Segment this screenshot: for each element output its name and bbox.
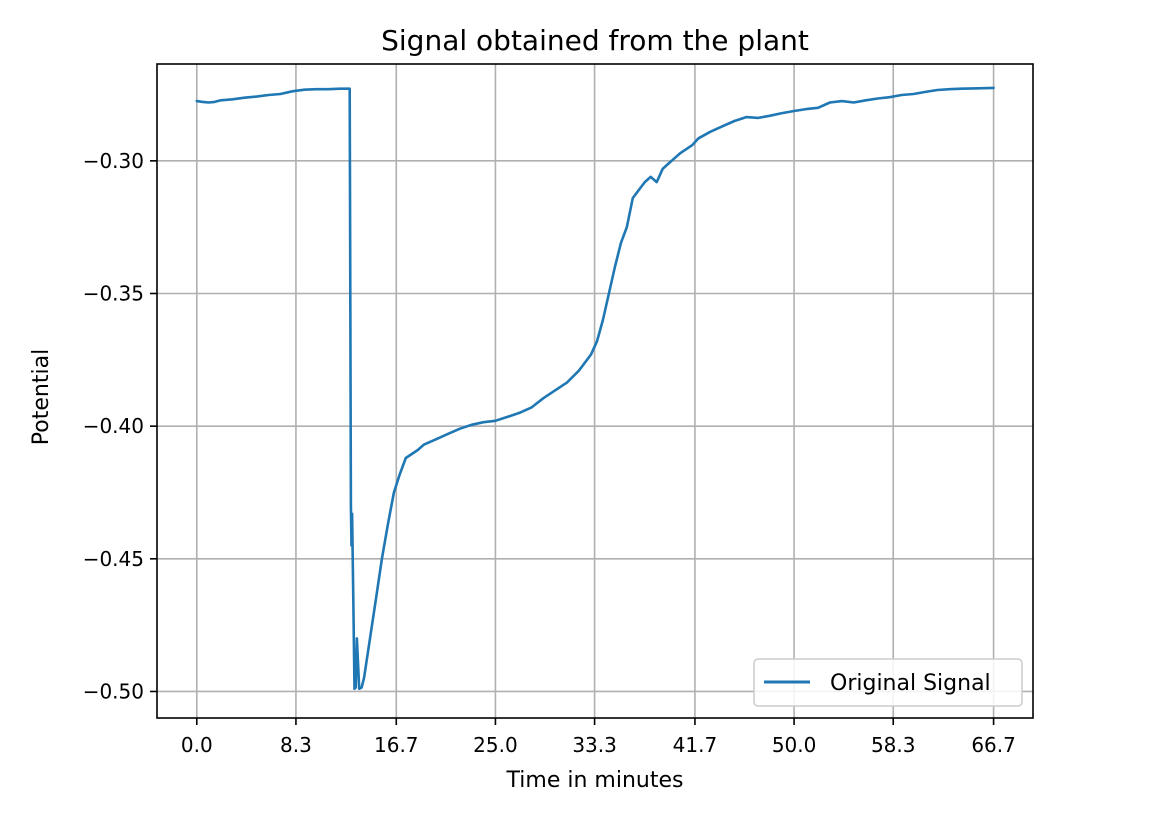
y-tick-label: −0.40 (83, 414, 144, 438)
chart-title: Signal obtained from the plant (381, 24, 809, 57)
x-tick-label: 16.7 (374, 733, 419, 757)
x-tick-label: 50.0 (772, 733, 817, 757)
legend: Original Signal (753, 658, 1023, 707)
series-line (195, 86, 995, 691)
x-tick-label: 66.7 (971, 733, 1016, 757)
grid (157, 64, 1033, 718)
y-tick-label: −0.30 (83, 149, 144, 173)
x-tick-label: 8.3 (280, 733, 312, 757)
x-axis-label: Time in minutes (506, 768, 684, 793)
legend-box (753, 658, 1023, 707)
y-axis: −0.30 −0.35 −0.40 −0.45 −0.50 (83, 149, 157, 703)
y-tick-label: −0.35 (83, 281, 144, 305)
plot-area (195, 86, 995, 691)
x-tick-label: 0.0 (181, 733, 213, 757)
x-tick-label: 41.7 (673, 733, 718, 757)
x-axis: 0.0 8.3 16.7 25.0 33.3 41.7 50.0 58.3 66.7 (181, 718, 1016, 757)
y-tick-label: −0.45 (83, 547, 144, 571)
legend-label: Original Signal (830, 671, 991, 696)
x-tick-label: 33.3 (572, 733, 617, 757)
y-axis-label: Potential (29, 349, 54, 445)
y-tick-label: −0.50 (83, 679, 144, 703)
x-tick-label: 58.3 (871, 733, 916, 757)
x-tick-label: 25.0 (473, 733, 518, 757)
